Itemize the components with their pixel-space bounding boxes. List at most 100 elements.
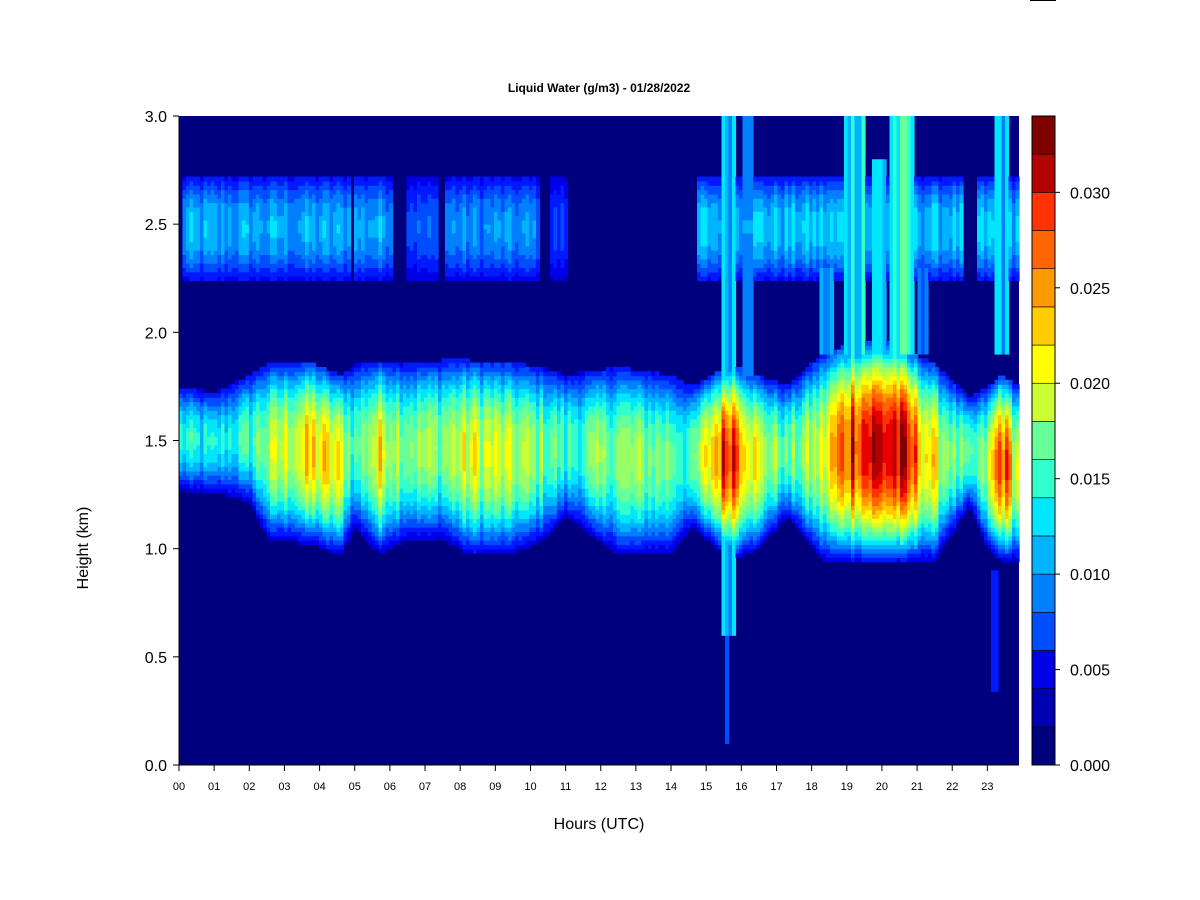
heatmap-cell (368, 185, 373, 191)
heatmap-cell (385, 427, 390, 433)
heatmap-cell (354, 366, 359, 372)
heatmap-cell (357, 431, 362, 437)
heatmap-cell (252, 483, 257, 489)
heatmap-cell (277, 479, 282, 485)
heatmap-cell (301, 457, 306, 463)
heatmap-cell (403, 449, 408, 455)
heatmap-cell (245, 466, 250, 472)
heatmap-cell (308, 466, 313, 472)
heatmap-cell (273, 189, 278, 195)
heatmap-cell (445, 405, 450, 411)
heatmap-cell (312, 475, 317, 481)
heatmap-cell (312, 483, 317, 489)
heatmap-cell (441, 535, 446, 541)
heatmap-cell (301, 202, 306, 208)
heatmap-cell (319, 241, 324, 247)
heatmap-cell (287, 457, 292, 463)
heatmap-cell (228, 250, 233, 256)
heatmap-cell (287, 401, 292, 407)
heatmap-cell (413, 440, 418, 446)
heatmap-cell (203, 180, 208, 186)
heatmap-cell (361, 232, 366, 238)
heatmap-cell (347, 392, 352, 398)
heatmap-cell (455, 228, 460, 234)
heatmap-cell (315, 250, 320, 256)
heatmap-cell (315, 388, 320, 394)
heatmap-cell (263, 241, 268, 247)
heatmap-cell (270, 241, 275, 247)
heatmap-cell (438, 514, 443, 519)
heatmap-cell (287, 215, 292, 221)
heatmap-cell (354, 219, 359, 225)
heatmap-cell (259, 518, 264, 524)
heatmap-cell (462, 462, 467, 468)
heatmap-cell (343, 462, 348, 468)
heatmap-cell (333, 423, 338, 429)
heatmap-cell (249, 211, 254, 217)
heatmap-cell (305, 271, 310, 277)
heatmap-cell (350, 423, 355, 429)
heatmap-cell (434, 219, 439, 225)
heatmap-cell (336, 462, 341, 468)
heatmap-cell (228, 492, 233, 498)
heatmap-cell (469, 505, 474, 511)
heatmap-cell (315, 418, 320, 424)
heatmap-cell (284, 496, 289, 502)
heatmap-cell (294, 457, 299, 463)
heatmap-cell (462, 358, 467, 364)
heatmap-cell (396, 531, 401, 537)
heatmap-cell (231, 427, 236, 433)
heatmap-cell (427, 479, 432, 485)
heatmap-cell (445, 267, 450, 273)
heatmap-cell (294, 414, 299, 420)
heatmap-cell (189, 258, 194, 264)
heatmap-cell (256, 276, 261, 282)
heatmap-cell (424, 427, 429, 433)
heatmap-cell (424, 237, 429, 243)
heatmap-cell (473, 544, 478, 550)
heatmap-cell (196, 228, 201, 234)
heatmap-cell (403, 522, 408, 528)
heatmap-cell (431, 397, 436, 403)
heatmap-cell (259, 423, 264, 429)
heatmap-cell (217, 193, 222, 199)
heatmap-cell (277, 531, 282, 537)
heatmap-cell (249, 232, 254, 238)
heatmap-cell (235, 436, 240, 442)
heatmap-cell (427, 466, 432, 472)
heatmap-cell (333, 211, 338, 217)
heatmap-cell (312, 254, 317, 260)
heatmap-cell (287, 241, 292, 247)
heatmap-cell (340, 245, 345, 251)
heatmap-cell (319, 176, 324, 182)
heatmap-cell (413, 185, 418, 191)
heatmap-cell (333, 232, 338, 238)
heatmap-cell (319, 206, 324, 212)
heatmap-cell (445, 198, 450, 204)
heatmap-cell (280, 237, 285, 243)
heatmap-cell (420, 397, 425, 403)
heatmap-cell (336, 189, 341, 195)
heatmap-cell (364, 418, 369, 424)
heatmap-cell (245, 427, 250, 433)
heatmap-cell (357, 219, 362, 225)
heatmap-cell (448, 501, 453, 506)
heatmap-cell (270, 237, 275, 243)
heatmap-cell (182, 462, 187, 468)
heatmap-cell (420, 215, 425, 221)
heatmap-cell (284, 431, 289, 437)
heatmap-cell (217, 453, 222, 459)
heatmap-cell (459, 449, 464, 455)
heatmap-cell (193, 250, 198, 256)
heatmap-cell (459, 401, 464, 407)
heatmap-cell (242, 202, 247, 208)
heatmap-cell (224, 250, 229, 256)
heatmap-cell (312, 462, 317, 468)
heatmap-cell (284, 462, 289, 468)
heatmap-cell (287, 466, 292, 472)
heatmap-cell (448, 185, 453, 191)
heatmap-cell (319, 232, 324, 238)
heatmap-cell (298, 462, 303, 468)
heatmap-cell (207, 427, 212, 433)
heatmap-cell (413, 475, 418, 481)
